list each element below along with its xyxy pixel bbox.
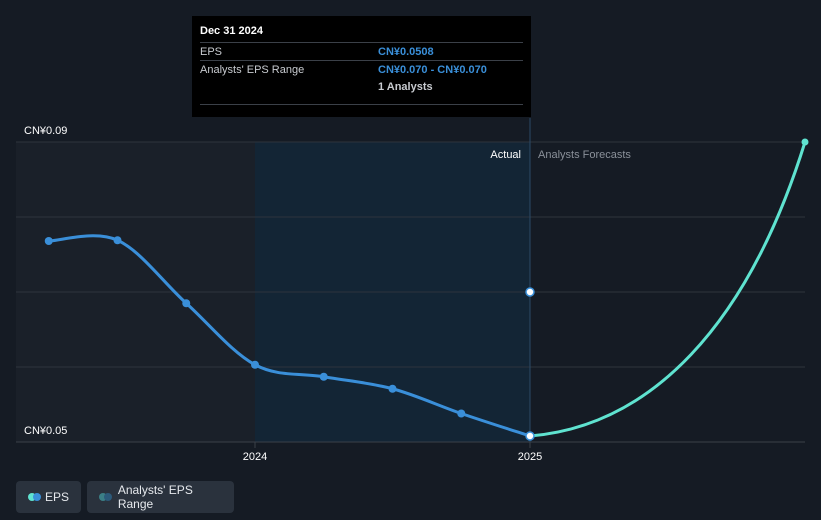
eps-data-point: [319, 372, 328, 381]
tooltip: Dec 31 2024 EPS CN¥0.0508 Analysts' EPS …: [192, 16, 531, 117]
eps-data-point: [388, 384, 397, 393]
eps-data-point: [525, 431, 535, 441]
y-tick-label-bottom: CN¥0.05: [24, 425, 67, 437]
eps-data-point: [182, 299, 191, 308]
tooltip-range-value: CN¥0.070 - CN¥0.070: [378, 64, 487, 76]
tooltip-analysts-count: 1 Analysts: [378, 81, 433, 93]
eps-series-line: [48, 234, 531, 438]
eps-data-point: [113, 236, 122, 245]
eps-forecast-line: [529, 141, 807, 438]
eps-data-point: [457, 409, 466, 418]
analyst-range-point: [525, 287, 535, 297]
tooltip-date: Dec 31 2024: [200, 25, 263, 37]
x-tick-label-2025: 2025: [518, 451, 542, 463]
eps-legend-icon: [28, 493, 41, 501]
forecast-end-point: [801, 138, 809, 146]
eps-data-point: [44, 237, 53, 245]
legend-eps-button[interactable]: EPS: [16, 481, 81, 513]
legend-range-label: Analysts' EPS Range: [117, 483, 193, 511]
legend-range-button[interactable]: Analysts' EPS Range: [87, 481, 234, 513]
tooltip-eps-value: CN¥0.0508: [378, 46, 434, 58]
range-legend-icon: [99, 493, 112, 501]
tooltip-eps-label: EPS: [200, 46, 223, 58]
legend-eps-label: EPS: [44, 490, 69, 504]
y-tick-label-top: CN¥0.09: [24, 125, 67, 137]
actual-label: Actual: [490, 149, 521, 161]
tooltip-divider: [200, 104, 523, 105]
eps-data-point: [251, 360, 259, 369]
tooltip-range-row: Analysts' EPS Range CN¥0.070 - CN¥0.070: [200, 60, 523, 78]
tooltip-range-label: Analysts' EPS Range: [200, 64, 305, 76]
forecast-label: Analysts Forecasts: [538, 149, 631, 161]
x-tick-label-2024: 2024: [243, 451, 267, 463]
tooltip-eps-row: EPS CN¥0.0508: [200, 42, 523, 60]
